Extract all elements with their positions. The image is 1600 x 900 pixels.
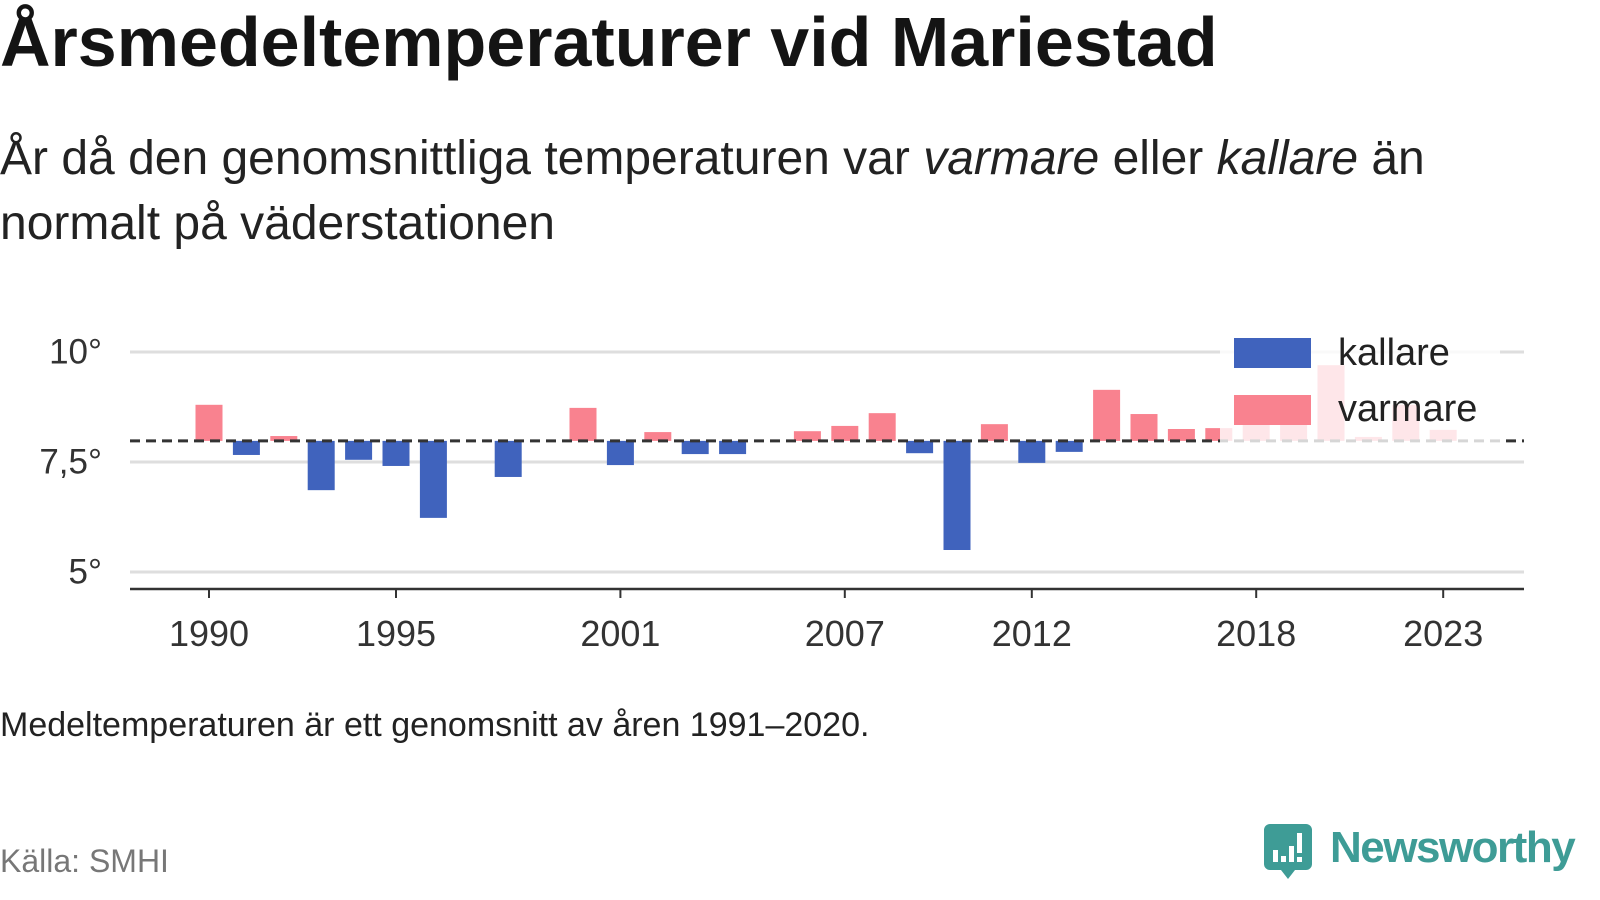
y-axis-labels: 10° 7,5° 5° bbox=[39, 333, 102, 592]
logo-bar-1 bbox=[1273, 850, 1278, 862]
chart-title: Årsmedeltemperaturer vid Mariestad bbox=[0, 3, 1218, 81]
bar-1998 bbox=[494, 440, 522, 477]
bar-1995 bbox=[382, 440, 410, 466]
bar-2014 bbox=[1093, 389, 1121, 441]
chart-footnote: Medeltemperaturen är ett genomsnitt av å… bbox=[0, 706, 870, 744]
logo-dot bbox=[1297, 857, 1302, 862]
subtitle-emphasis-colder: kallare bbox=[1216, 132, 1359, 185]
bar-2006 bbox=[793, 431, 821, 441]
x-tick-label: 2018 bbox=[1216, 613, 1296, 654]
bar-2000 bbox=[569, 407, 597, 441]
y-tick-label: 10° bbox=[49, 333, 102, 372]
bar-2001 bbox=[606, 440, 634, 466]
chart-source: Källa: SMHI bbox=[0, 843, 169, 879]
subtitle-text-end: än normalt på väderstationen bbox=[0, 132, 1425, 250]
x-tick-label: 1990 bbox=[169, 613, 249, 654]
x-tick-label: 1995 bbox=[356, 613, 436, 654]
subtitle-text-or: eller bbox=[1099, 132, 1217, 185]
bar-2015 bbox=[1130, 414, 1158, 441]
bar-2012 bbox=[1018, 440, 1046, 463]
bar-1994 bbox=[345, 440, 373, 460]
bar-1996 bbox=[419, 440, 447, 518]
logo-bar-4 bbox=[1297, 833, 1302, 853]
logo-bubble-shape bbox=[1264, 824, 1312, 879]
bar-2010 bbox=[943, 440, 971, 550]
bar-2013 bbox=[1055, 440, 1083, 452]
chart-subtitle: År då den genomsnittliga temperaturen va… bbox=[0, 126, 1500, 256]
bar-2016 bbox=[1167, 429, 1195, 441]
subtitle-emphasis-warmer: varmare bbox=[923, 132, 1100, 185]
bar-2003 bbox=[681, 440, 709, 455]
legend-swatch-warmer bbox=[1234, 395, 1311, 425]
bar-1990 bbox=[195, 404, 223, 441]
y-tick-label: 5° bbox=[69, 553, 102, 592]
x-tick-label: 2007 bbox=[805, 613, 885, 654]
logo-bar-3 bbox=[1289, 846, 1294, 862]
y-tick-label: 7,5° bbox=[39, 443, 102, 482]
legend-swatch-colder bbox=[1234, 338, 1311, 368]
bar-2007 bbox=[831, 425, 859, 441]
newsworthy-logo-text: Newsworthy bbox=[1330, 823, 1576, 872]
bar-1991 bbox=[232, 440, 260, 455]
chart-legend: kallare varmare bbox=[1220, 330, 1500, 445]
bar-2009 bbox=[906, 440, 934, 454]
legend-label-warmer: varmare bbox=[1338, 388, 1478, 430]
legend-label-colder: kallare bbox=[1338, 332, 1450, 374]
bar-2004 bbox=[719, 440, 747, 455]
bar-1992 bbox=[270, 436, 298, 441]
bar-2002 bbox=[644, 432, 672, 441]
x-tick-label: 2023 bbox=[1403, 613, 1483, 654]
subtitle-text-start: År då den genomsnittliga temperaturen va… bbox=[0, 132, 924, 185]
newsworthy-logo-icon bbox=[1264, 824, 1312, 879]
x-tick-label: 2001 bbox=[580, 613, 660, 654]
bar-2008 bbox=[868, 413, 896, 441]
bar-1993 bbox=[307, 440, 335, 491]
x-tick-label: 2012 bbox=[992, 613, 1072, 654]
bar-2011 bbox=[980, 424, 1008, 441]
logo-bar-2 bbox=[1281, 856, 1286, 862]
x-axis: 1990 1995 2001 2007 2012 2018 2023 bbox=[130, 587, 1524, 654]
